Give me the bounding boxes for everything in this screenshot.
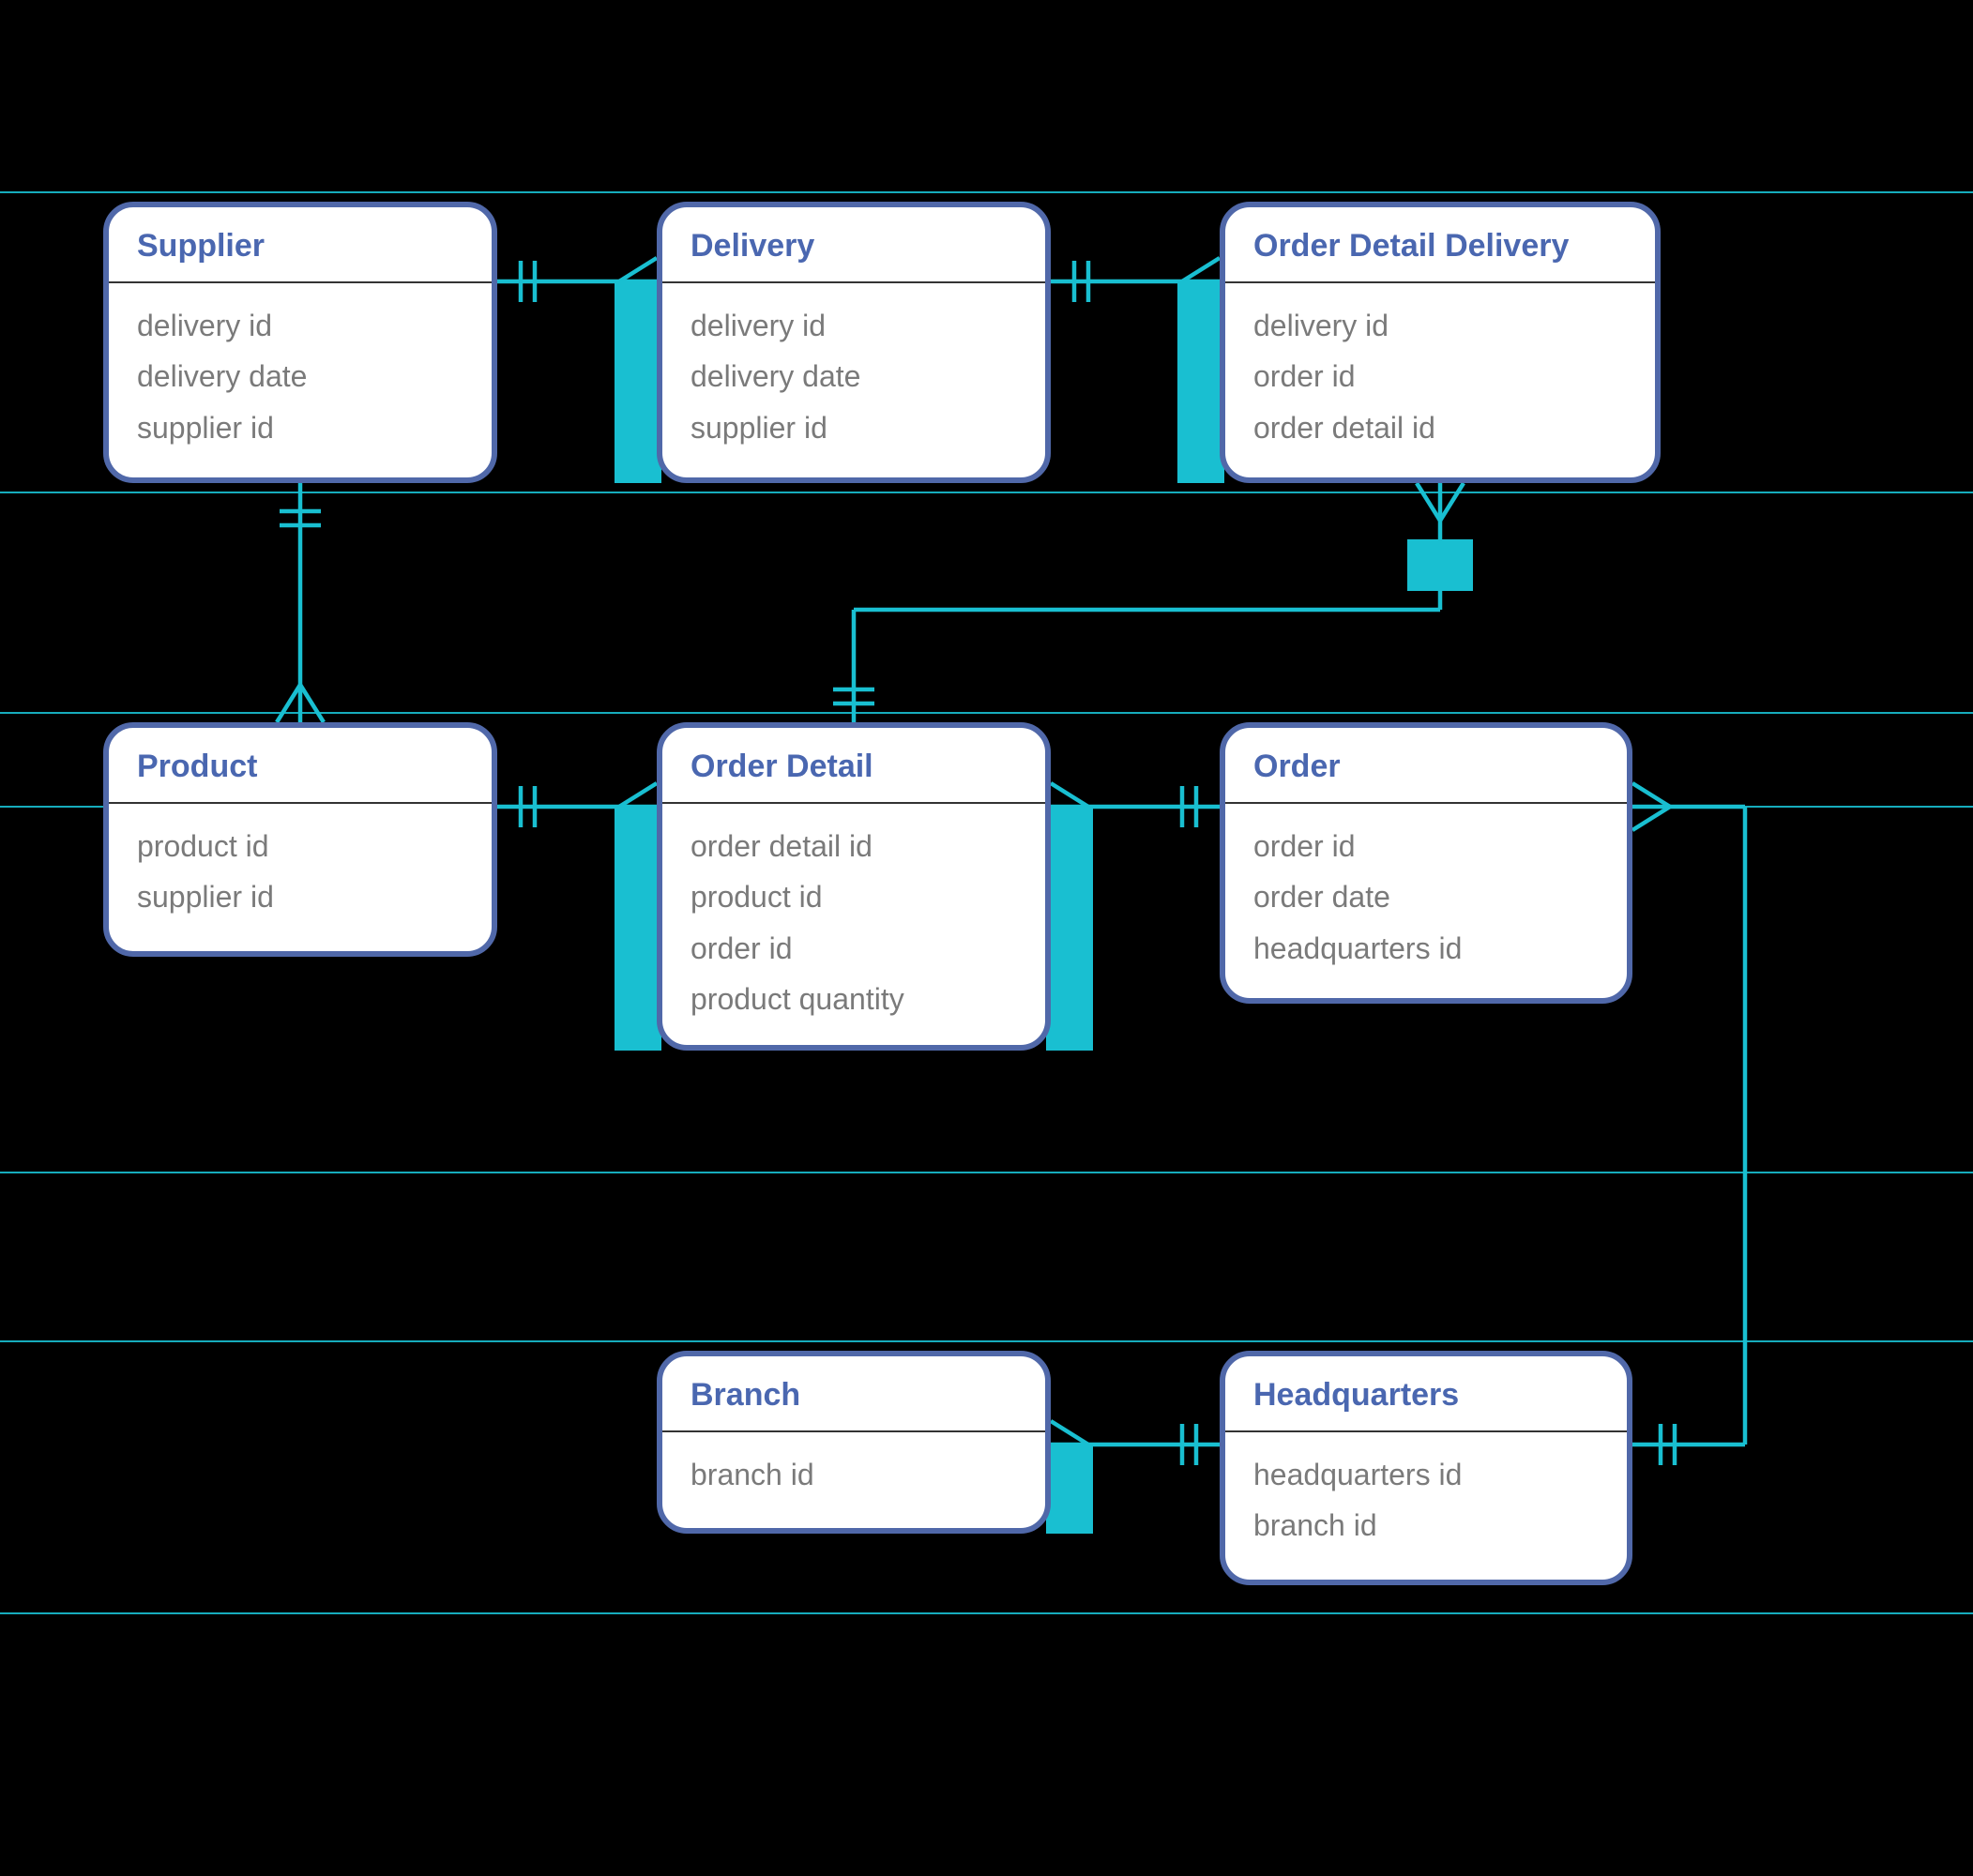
attr: headquarters id xyxy=(1253,923,1599,974)
entity-attrs: headquarters id branch id xyxy=(1225,1432,1627,1576)
attr: order detail id xyxy=(691,821,1017,871)
attr: delivery id xyxy=(137,300,463,351)
entity-order-detail: Order Detail order detail id product id … xyxy=(657,722,1051,1051)
entity-attrs: delivery id delivery date supplier id xyxy=(109,283,492,477)
entity-title: Order Detail Delivery xyxy=(1225,207,1655,283)
attr: supplier id xyxy=(691,402,1017,453)
attr: order id xyxy=(691,923,1017,974)
entity-attrs: order detail id product id order id prod… xyxy=(662,804,1045,1050)
attr: order detail id xyxy=(1253,402,1627,453)
attr: order id xyxy=(1253,821,1599,871)
attr: product id xyxy=(691,871,1017,922)
entity-delivery: Delivery delivery id delivery date suppl… xyxy=(657,202,1051,483)
attr: delivery id xyxy=(1253,300,1627,351)
attr: product id xyxy=(137,821,463,871)
attr: product quantity xyxy=(691,974,1017,1024)
entity-attrs: delivery id order id order detail id xyxy=(1225,283,1655,477)
entity-attrs: delivery id delivery date supplier id xyxy=(662,283,1045,477)
attr: branch id xyxy=(1253,1500,1599,1551)
attr: delivery date xyxy=(137,351,463,401)
entity-title: Order xyxy=(1225,728,1627,804)
entity-branch: Branch branch id xyxy=(657,1351,1051,1534)
entity-title: Headquarters xyxy=(1225,1356,1627,1432)
entity-order-detail-delivery: Order Detail Delivery delivery id order … xyxy=(1220,202,1661,483)
attr: order date xyxy=(1253,871,1599,922)
entity-supplier: Supplier delivery id delivery date suppl… xyxy=(103,202,497,483)
attr: delivery date xyxy=(691,351,1017,401)
entity-title: Branch xyxy=(662,1356,1045,1432)
entity-attrs: order id order date headquarters id xyxy=(1225,804,1627,998)
attr: supplier id xyxy=(137,871,463,922)
entity-attrs: product id supplier id xyxy=(109,804,492,947)
entity-headquarters: Headquarters headquarters id branch id xyxy=(1220,1351,1632,1585)
attr: order id xyxy=(1253,351,1627,401)
entity-order: Order order id order date headquarters i… xyxy=(1220,722,1632,1004)
entity-title: Order Detail xyxy=(662,728,1045,804)
entity-attrs: branch id xyxy=(662,1432,1045,1524)
attr: branch id xyxy=(691,1449,1017,1500)
entity-title: Supplier xyxy=(109,207,492,283)
entity-title: Delivery xyxy=(662,207,1045,283)
diagram-canvas: Supplier delivery id delivery date suppl… xyxy=(0,0,1973,1876)
attr: delivery id xyxy=(691,300,1017,351)
attr: headquarters id xyxy=(1253,1449,1599,1500)
entity-title: Product xyxy=(109,728,492,804)
entity-product: Product product id supplier id xyxy=(103,722,497,957)
attr: supplier id xyxy=(137,402,463,453)
